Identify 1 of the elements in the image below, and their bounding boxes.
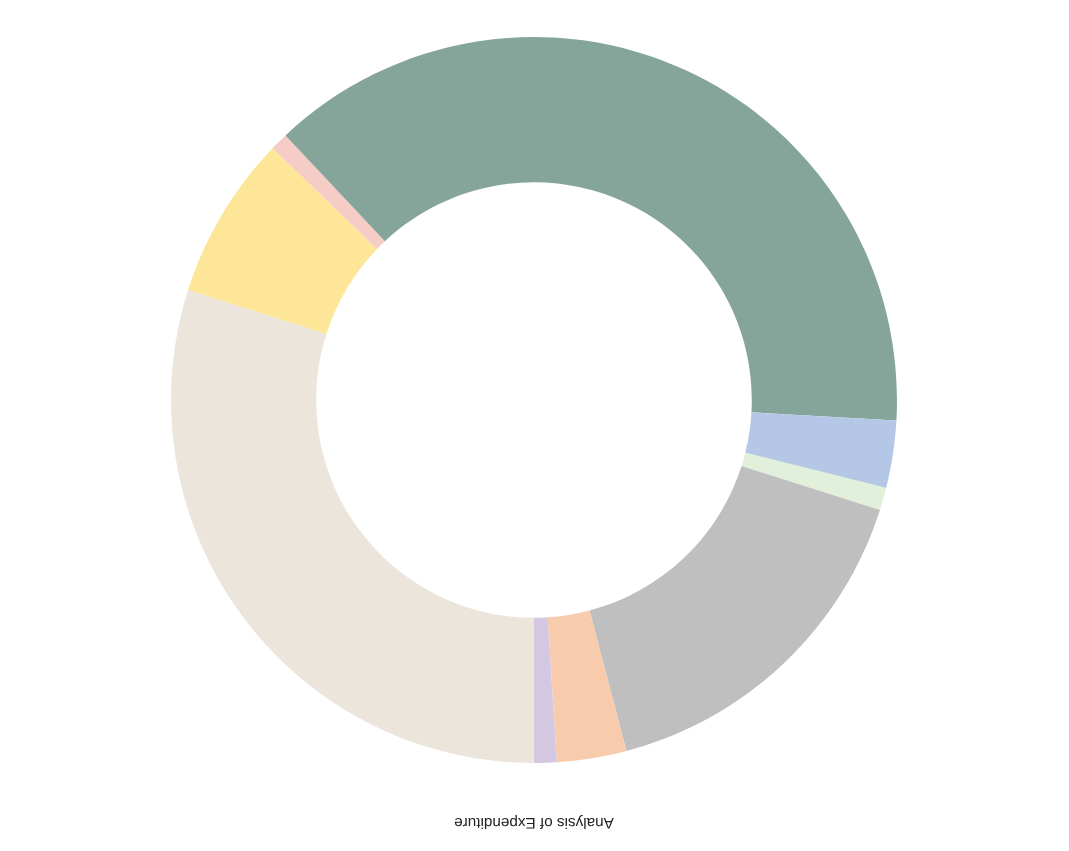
text: Analysis of Expenditure: [454, 814, 614, 830]
